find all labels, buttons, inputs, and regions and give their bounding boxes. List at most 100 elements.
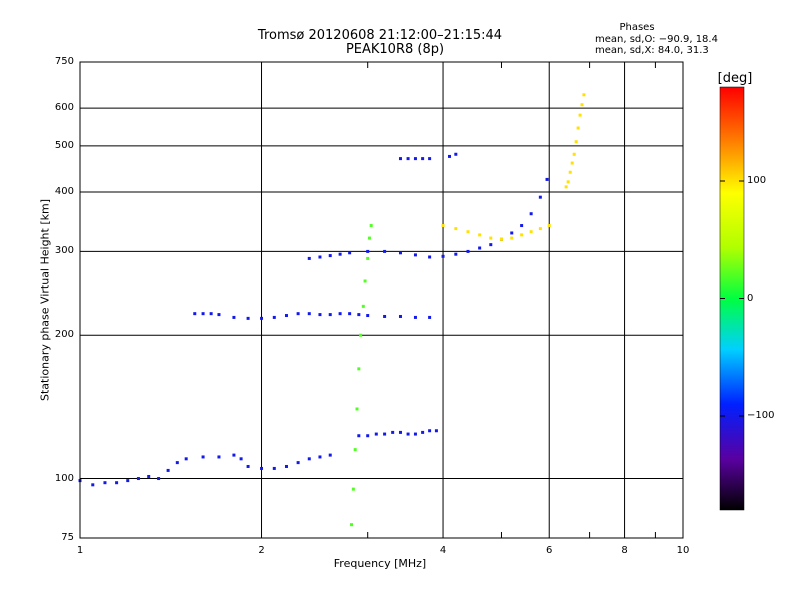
data-point [147,474,151,478]
data-point [582,93,586,97]
data-point [570,161,574,165]
data-point [578,113,582,117]
data-point [184,457,188,461]
data-point [363,279,367,283]
data-point [232,453,236,457]
colorbar-tick-label: 0 [747,292,754,304]
colorbar-ticks [720,180,744,417]
y-tick-label: 500 [54,139,74,151]
data-point [217,313,221,317]
data-point [338,312,342,316]
data-point [350,523,354,527]
data-point [538,195,542,199]
data-point [201,312,205,316]
data-point [348,312,352,316]
data-point [217,455,221,459]
data-point [307,256,311,260]
data-point [296,461,300,465]
y-tick-label: 600 [54,102,74,114]
data-point [383,432,387,436]
data-point [328,254,332,258]
data-point [366,256,370,260]
data-point [576,126,580,130]
y-tick-label: 75 [61,532,74,543]
data-point [366,434,370,438]
data-point [328,453,332,457]
data-point [398,157,402,161]
data-point [538,227,542,231]
y-axis-label: Stationary phase Virtual Height [km] [38,198,52,402]
data-point [441,224,445,228]
data-point [383,249,387,253]
data-point [564,185,568,189]
data-point [232,315,236,319]
data-point [175,461,179,465]
data-point [510,236,514,240]
x-tick-label: 4 [439,545,447,556]
data-point [413,253,417,257]
x-tick-label: 8 [621,545,628,556]
data-point [547,224,551,228]
data-point [246,316,250,320]
y-tick-label: 200 [54,329,74,341]
data-point [318,255,322,259]
data-point [454,152,458,156]
data-point [428,315,432,319]
x-tick-label: 6 [546,545,553,556]
data-point [157,477,161,481]
data-point [296,312,300,316]
data-point [510,231,514,235]
data-point [357,367,361,371]
colorbar-label: [deg] [717,71,753,86]
data-point [369,224,373,228]
data-point [574,140,578,144]
data-point [454,252,458,256]
data-point [367,236,371,240]
data-point [383,314,387,318]
data-point [421,157,425,161]
x-tick-label: 1 [76,545,84,556]
data-point [454,227,458,231]
plot-frame [79,61,684,539]
colorbar-tick-label: −100 [747,410,775,421]
data-point [193,312,197,316]
data-point [348,251,352,255]
data-point [391,430,395,434]
data-point [201,455,205,459]
data-point [260,466,264,470]
y-tick-label: 750 [54,56,74,67]
data-point [520,224,524,228]
data-point [421,430,425,434]
data-point [357,313,361,317]
data-point [209,312,213,316]
data-point [466,230,470,234]
data-point [478,233,482,237]
data-point [529,212,533,216]
data-point [284,314,288,318]
data-point [398,314,402,318]
data-point [328,313,332,317]
data-point [428,157,432,161]
chart-subtitle: PEAK10R8 (8p) [345,42,445,57]
data-point [318,455,322,459]
data-point [272,466,276,470]
data-point [359,333,363,337]
x-axis-label: Frequency [MHz] [333,557,427,570]
data-point [318,313,322,317]
data-point [366,314,370,318]
data-point [239,457,243,461]
data-point [520,233,524,237]
stats-heading: Phases [619,22,655,33]
data-point [307,312,311,316]
stats-line-o: mean, sd,O: −90.9, 18.4 [595,34,718,45]
data-point [406,157,410,161]
data-point [374,432,378,436]
data-point [103,481,107,485]
data-point [434,429,438,433]
grid-lines [79,61,684,539]
data-point [489,236,493,240]
data-point [572,152,576,156]
data-point [428,429,432,433]
data-point [115,481,119,485]
